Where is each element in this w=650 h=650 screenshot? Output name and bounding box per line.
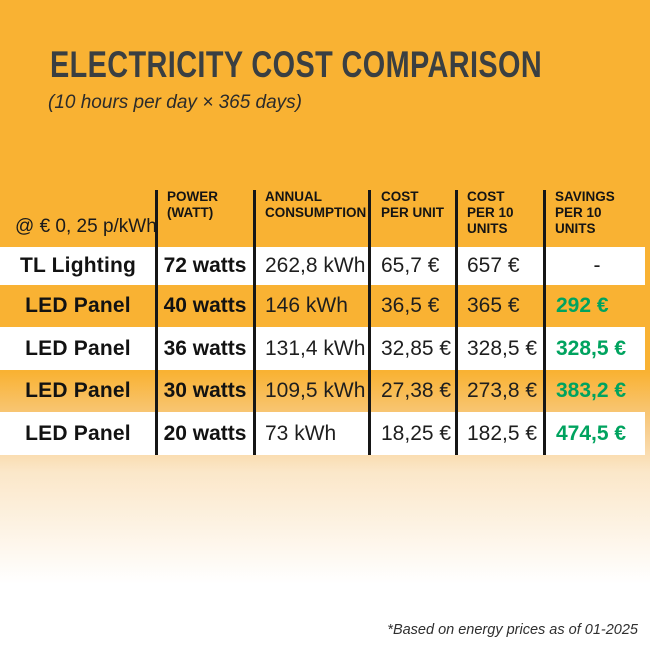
page-title: ELECTRICITY COST COMPARISON	[50, 44, 543, 85]
cost-per-unit-value: 18,25 €	[381, 421, 452, 445]
savings-value: 383,2 €	[556, 379, 627, 402]
column-header-power: POWER (WATT)	[167, 189, 219, 221]
product-name: LED Panel	[25, 294, 131, 317]
power-value: 72 watts	[163, 254, 247, 277]
power-value: 20 watts	[163, 421, 247, 445]
table-row-led-40w: LED Panel 40 watts 146 kWh 36,5 € 365 € …	[0, 285, 650, 327]
column-divider	[368, 190, 371, 455]
column-divider	[455, 190, 458, 455]
cost-per-unit-value: 32,85 €	[381, 336, 452, 360]
product-name: LED Panel	[25, 421, 131, 445]
table-row-tl-lighting: TL Lighting 72 watts 262,8 kWh 65,7 € 65…	[0, 247, 650, 285]
table-row-led-36w: LED Panel 36 watts 131,4 kWh 32,85 € 328…	[0, 327, 650, 370]
product-name: LED Panel	[25, 336, 131, 360]
power-value: 36 watts	[163, 336, 247, 360]
page-subtitle: (10 hours per day × 365 days)	[48, 92, 303, 113]
column-divider	[543, 190, 546, 455]
column-header-cost-per-10-units: COST PER 10 UNITS	[467, 189, 514, 237]
cost-per-unit-value: 36,5 €	[381, 294, 440, 317]
column-header-cost-per-unit: COST PER UNIT	[381, 189, 445, 221]
cost-per-10-units-value: 657 €	[467, 254, 520, 277]
cost-per-unit-value: 65,7 €	[381, 254, 440, 277]
cost-per-10-units-value: 365 €	[467, 294, 520, 317]
cost-per-10-units-value: 182,5 €	[467, 421, 538, 445]
table-row-led-30w: LED Panel 30 watts 109,5 kWh 27,38 € 273…	[0, 370, 650, 412]
consumption-value: 262,8 kWh	[265, 254, 366, 277]
column-header-annual-consumption: ANNUAL CONSUMPTION	[265, 189, 367, 221]
consumption-value: 131,4 kWh	[265, 336, 366, 360]
power-value: 30 watts	[163, 379, 247, 402]
power-value: 40 watts	[163, 294, 247, 317]
cost-per-unit-value: 27,38 €	[381, 379, 452, 402]
column-divider	[155, 190, 158, 455]
column-header-savings-per-10-units: SAVINGS PER 10 UNITS	[555, 189, 615, 237]
consumption-value: 73 kWh	[265, 421, 337, 445]
cost-per-10-units-value: 328,5 €	[467, 336, 538, 360]
savings-value: 474,5 €	[556, 421, 627, 445]
product-name: TL Lighting	[19, 254, 137, 277]
savings-value: -	[593, 254, 601, 277]
product-name: LED Panel	[25, 379, 131, 402]
cost-per-10-units-value: 273,8 €	[467, 379, 538, 402]
column-divider	[253, 190, 256, 455]
savings-value: 328,5 €	[556, 336, 627, 360]
footnote: *Based on energy prices as of 01-2025	[387, 622, 638, 638]
table-header-row: @ € 0, 25 p/kWh POWER (WATT) ANNUAL CONS…	[0, 186, 650, 247]
rate-label: @ € 0, 25 p/kWh	[15, 216, 157, 238]
consumption-value: 146 kWh	[265, 294, 348, 317]
consumption-value: 109,5 kWh	[265, 379, 366, 402]
table-row-led-20w: LED Panel 20 watts 73 kWh 18,25 € 182,5 …	[0, 412, 650, 455]
savings-value: 292 €	[556, 294, 609, 317]
